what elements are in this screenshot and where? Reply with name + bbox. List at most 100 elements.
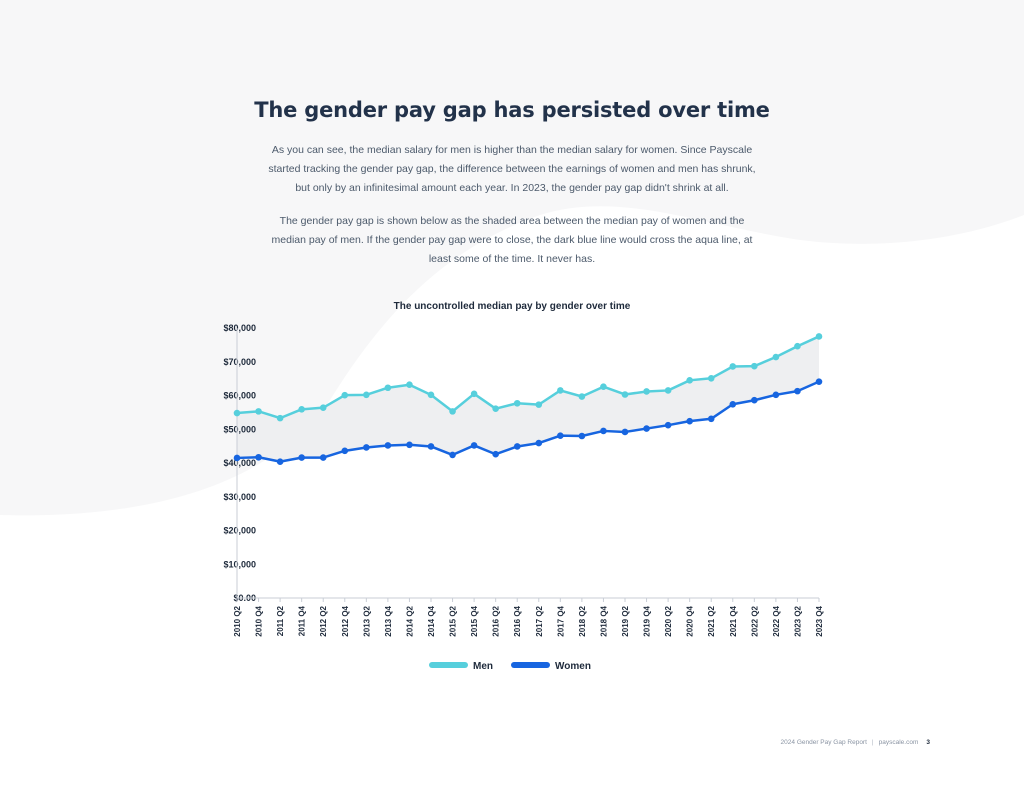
women-data-point: [255, 453, 262, 461]
x-tick-label: 2017 Q4: [556, 605, 565, 636]
footer-separator: |: [871, 739, 874, 746]
men-data-point: [751, 362, 758, 370]
legend-label-men: Men: [473, 661, 493, 672]
x-tick-label: 2020 Q2: [664, 605, 673, 636]
women-data-point: [470, 442, 478, 449]
women-data-point: [276, 458, 284, 465]
x-tick-label: 2020 Q4: [686, 605, 695, 636]
men-data-point: [298, 406, 305, 413]
women-data-point: [729, 400, 737, 408]
x-tick-label: 2023 Q2: [793, 605, 802, 636]
women-data-point: [794, 387, 801, 395]
men-data-point: [600, 383, 607, 391]
men-data-point: [815, 333, 823, 340]
x-tick-label: 2010 Q4: [255, 605, 264, 636]
legend-label-women: Women: [555, 661, 591, 672]
men-data-point: [578, 393, 586, 400]
x-tick-label: 2013 Q4: [384, 605, 393, 636]
page-footer: 2024 Gender Pay Gap Report | payscale.com 3: [781, 739, 930, 746]
y-tick-label: $80,000: [223, 323, 256, 333]
x-tick-label: 2015 Q4: [470, 605, 479, 636]
x-tick-label: 2022 Q4: [772, 605, 781, 636]
x-tick-label: 2012 Q2: [319, 605, 328, 636]
men-data-point: [772, 353, 780, 361]
x-tick-label: 2018 Q2: [578, 605, 587, 636]
men-data-point: [729, 363, 737, 370]
men-data-point: [341, 391, 349, 399]
men-data-point: [707, 374, 715, 382]
women-data-point: [643, 425, 650, 432]
x-tick-label: 2019 Q4: [643, 605, 652, 636]
y-tick-label: $60,000: [223, 391, 256, 401]
women-data-point: [492, 450, 499, 458]
x-tick-label: 2019 Q2: [621, 605, 630, 636]
men-data-point: [319, 404, 327, 411]
y-tick-label: $40,000: [223, 458, 256, 468]
men-series-line: [236, 335, 820, 420]
intro-paragraph: The gender pay gap is shown below as the…: [271, 215, 753, 265]
men-data-point: [621, 391, 629, 398]
men-data-point: [255, 408, 262, 415]
men-data-point: [276, 414, 284, 422]
x-tick-label: 2016 Q4: [513, 605, 522, 636]
women-data-point: [384, 442, 392, 449]
men-data-point: [664, 387, 672, 394]
women-data-point: [707, 415, 715, 423]
men-data-point: [643, 388, 650, 395]
x-tick-label: 2013 Q2: [362, 605, 371, 636]
pay-gap-area: [237, 336, 819, 462]
women-data-point: [621, 428, 629, 436]
men-data-point: [557, 387, 564, 394]
x-tick-label: 2021 Q4: [729, 605, 738, 636]
men-data-point: [233, 409, 241, 417]
women-data-point: [772, 391, 780, 399]
men-data-point: [406, 381, 413, 389]
women-data-point: [815, 378, 823, 385]
women-data-point: [751, 396, 758, 404]
women-data-point: [664, 421, 672, 429]
footer-report-name: 2024 Gender Pay Gap Report: [780, 739, 867, 746]
chart-title: The uncontrolled median pay by gender ov…: [394, 301, 631, 312]
x-tick-label: 2014 Q4: [427, 605, 436, 636]
men-data-point: [513, 399, 521, 407]
women-data-point: [406, 441, 413, 449]
footer-page-number: 3: [926, 739, 930, 746]
x-tick-label: 2017 Q2: [535, 605, 544, 636]
women-data-point: [600, 427, 607, 435]
men-data-point: [384, 384, 392, 392]
y-tick-label: $70,000: [223, 357, 256, 367]
men-data-point: [535, 401, 543, 408]
men-data-point: [427, 391, 435, 399]
x-tick-label: 2015 Q2: [449, 605, 458, 636]
women-data-point: [513, 443, 521, 450]
x-tick-label: 2021 Q2: [707, 605, 716, 636]
x-tick-label: 2016 Q2: [492, 605, 501, 636]
women-data-point: [298, 454, 305, 461]
x-tick-label: 2010 Q2: [233, 605, 242, 636]
x-tick-label: 2014 Q2: [405, 605, 414, 636]
intro-paragraph: As you can see, the median salary for me…: [268, 144, 756, 194]
x-tick-label: 2023 Q4: [815, 605, 824, 636]
y-tick-label: $20,000: [223, 526, 256, 536]
y-tick-label: $50,000: [223, 424, 256, 434]
footer-site-link[interactable]: payscale.com: [878, 739, 919, 746]
women-data-point: [557, 432, 564, 439]
women-data-point: [233, 454, 241, 462]
men-data-point: [363, 391, 370, 399]
women-data-point: [535, 439, 543, 447]
x-tick-label: 2011 Q4: [298, 605, 307, 636]
women-data-point: [341, 447, 349, 455]
men-data-point: [449, 408, 456, 415]
x-tick-label: 2022 Q2: [750, 605, 759, 636]
y-tick-label: $10,000: [223, 559, 256, 569]
women-data-point: [427, 443, 435, 450]
women-series-line: [236, 380, 820, 463]
y-tick-label: $30,000: [223, 492, 256, 502]
women-data-point: [319, 454, 327, 461]
page-title: The gender pay gap has persisted over ti…: [254, 98, 770, 122]
x-tick-label: 2011 Q2: [276, 605, 285, 636]
men-data-point: [686, 377, 693, 384]
women-data-point: [578, 432, 586, 440]
men-data-point: [470, 390, 478, 398]
